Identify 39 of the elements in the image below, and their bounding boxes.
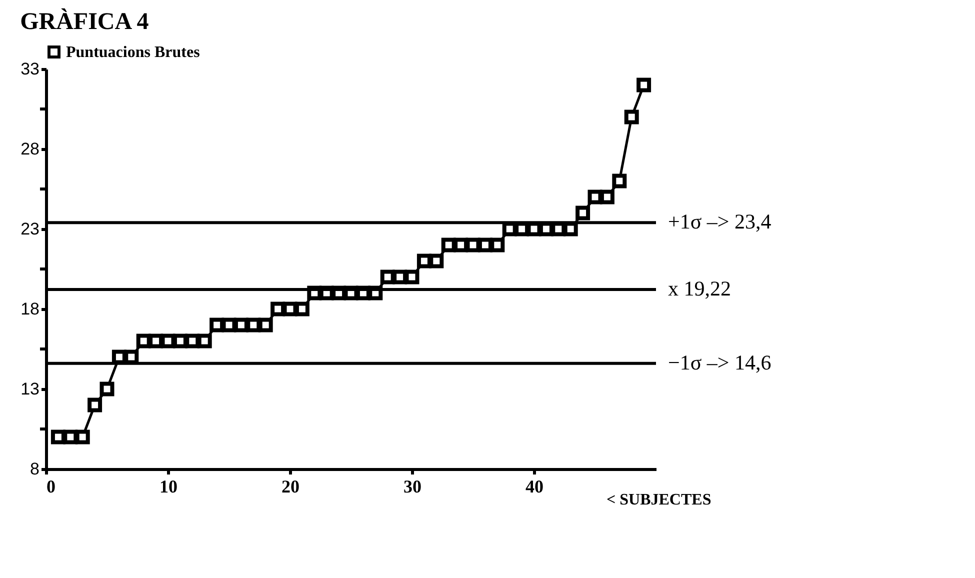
point <box>100 382 114 396</box>
chart-title: GRÀFICA 4 <box>20 8 149 35</box>
point <box>490 238 505 252</box>
y-tick-label: 28 <box>20 140 40 158</box>
point <box>454 238 468 252</box>
point <box>210 318 224 332</box>
point <box>576 206 590 220</box>
point <box>392 270 408 284</box>
x-tick-label: 0 <box>46 476 56 496</box>
point <box>88 398 102 412</box>
y-tick-label: 23 <box>20 220 40 238</box>
point <box>75 430 90 444</box>
point <box>600 190 614 204</box>
point <box>294 302 310 316</box>
point <box>258 318 273 332</box>
y-tick-label: 18 <box>20 300 40 318</box>
x-axis-title: < SUBJECTES <box>606 492 712 508</box>
point <box>63 430 78 444</box>
point <box>404 270 420 284</box>
point <box>612 174 627 188</box>
legend-label: Puntuacions Brutes <box>66 44 200 61</box>
point <box>197 334 212 348</box>
point <box>270 302 286 316</box>
point <box>429 254 444 268</box>
x-tick-label: 20 <box>282 476 300 496</box>
point <box>636 78 652 92</box>
point <box>185 334 200 348</box>
y-tick-label: 33 <box>20 60 40 78</box>
x-tick-label: 40 <box>526 476 544 496</box>
x-tick-label: 10 <box>160 476 178 496</box>
x-tick-label: 30 <box>404 476 422 496</box>
ref-line-label: x 19,22 <box>668 276 731 300</box>
ref-line-label: +1σ –> 23,4 <box>668 210 772 234</box>
ref-line-label: −1σ –> 14,6 <box>668 350 772 374</box>
y-tick-label: 8 <box>30 460 40 478</box>
point <box>148 334 164 348</box>
y-tick-label: 13 <box>20 380 40 398</box>
point <box>246 318 261 332</box>
point <box>624 110 639 124</box>
